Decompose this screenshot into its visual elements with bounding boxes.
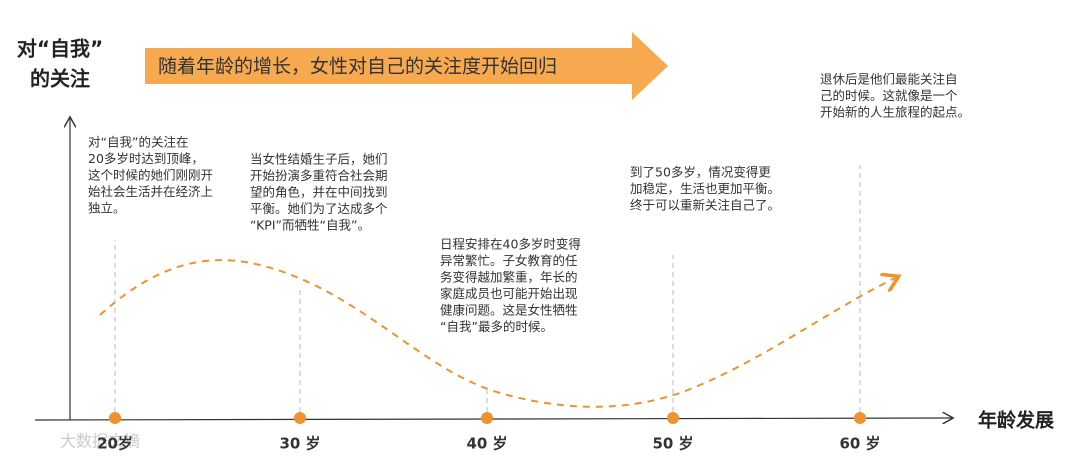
annotation-line: 家庭成员也可能开始出现 — [440, 286, 578, 301]
annotation-line: 加稳定，生活也更加平衡。 — [630, 181, 780, 196]
annotation-line: 己的时候。这就像是一个 — [820, 88, 958, 103]
annotation-line: 对“自我”的关注在 — [88, 135, 188, 150]
annotation-line: 当女性结婚生子后，她们 — [250, 152, 388, 167]
annotation-line: 到了50多岁，情况变得更 — [630, 165, 771, 180]
age-dot — [667, 412, 679, 424]
age-label: 20岁 — [97, 435, 133, 453]
age-label: 50 岁 — [652, 435, 693, 453]
x-axis — [34, 418, 952, 420]
y-axis-label: 的关注 — [30, 67, 90, 91]
annotation-line: 开始扮演多重符合社会期 — [250, 168, 388, 183]
annotation-line: 20多岁时达到顶峰， — [88, 151, 204, 166]
x-axis-label: 年龄发展 — [978, 409, 1054, 432]
banner-text: 随着年龄的增长，女性对自己的关注度开始回归 — [158, 56, 557, 78]
annotation-line: “自我”最多的时候。 — [440, 319, 553, 334]
trend-curve — [99, 259, 895, 408]
annotation-line: 独立。 — [88, 201, 126, 216]
age-label: 60 岁 — [839, 435, 880, 453]
annotation-line: 终于可以重新关注自己了。 — [630, 198, 780, 213]
annotation-line: 日程安排在40多岁时变得 — [440, 237, 581, 252]
annotation-line: 健康问题。这是女性牺牲 — [440, 303, 578, 318]
age-dot — [854, 412, 866, 424]
age-label: 30 岁 — [279, 435, 320, 453]
age-dot — [481, 412, 493, 424]
y-axis-label: 对“自我” — [17, 37, 103, 61]
annotation-line: 退休后是他们最能关注自 — [820, 72, 958, 87]
annotation-line: 望的角色，并在中间找到 — [250, 185, 388, 200]
watermark: 大数据文摘 — [60, 432, 140, 451]
annotation-line: 务变得越加繁重，年长的 — [440, 270, 578, 285]
age-label: 40 岁 — [466, 435, 507, 453]
annotation-line: 始社会生活并在经济上 — [88, 184, 213, 199]
annotation-line: 开始新的人生旅程的起点。 — [820, 105, 970, 120]
banner-arrow — [145, 32, 668, 100]
annotation-line: 异常繁忙。子女教育的任 — [440, 253, 578, 268]
age-dot — [109, 412, 121, 424]
age-dot — [294, 412, 306, 424]
annotation-line: “KPI”而牺牲“自我”。 — [250, 218, 370, 233]
annotation-line: 平衡。她们为了达成多个 — [250, 201, 388, 216]
annotation-line: 这个时候的她们刚刚开 — [88, 168, 213, 183]
